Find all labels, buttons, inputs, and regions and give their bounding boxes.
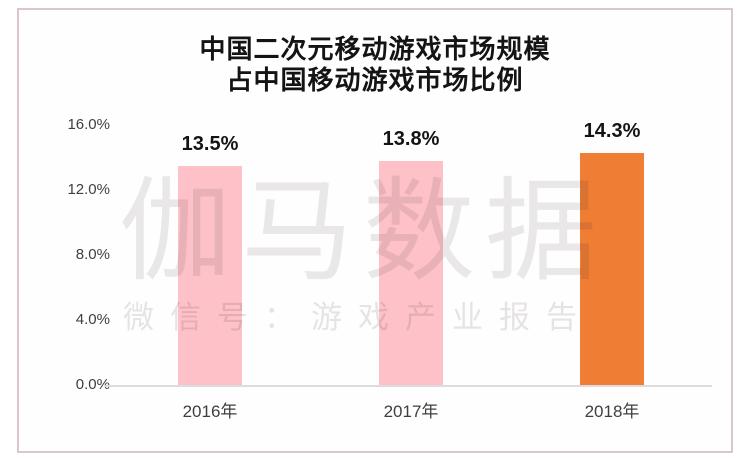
bar-value-label: 13.5% <box>181 133 239 155</box>
chart-title-line-1: 中国二次元移动游戏市场规模 <box>199 34 551 64</box>
chart-title-line-2: 占中国移动游戏市场比例 <box>226 65 524 95</box>
bar <box>580 153 644 385</box>
x-axis-line <box>105 385 712 387</box>
y-tick-label: 16.0% <box>67 116 110 133</box>
y-tick-label: 12.0% <box>67 181 110 198</box>
y-tick-label: 8.0% <box>75 246 110 263</box>
x-category-label: 2016年 <box>182 402 238 421</box>
y-tick-label: 4.0% <box>75 311 110 328</box>
y-tick-label: 0.0% <box>75 376 110 393</box>
bar-value-label: 14.3% <box>583 120 641 142</box>
x-category-label: 2018年 <box>584 402 640 421</box>
bar <box>178 166 242 385</box>
bar <box>379 161 443 385</box>
chart-title: 中国二次元移动游戏市场规模 占中国移动游戏市场比例 <box>19 34 731 96</box>
bar-value-label: 13.8% <box>382 128 440 150</box>
x-category-label: 2017年 <box>383 402 439 421</box>
chart-frame: 中国二次元移动游戏市场规模 占中国移动游戏市场比例 16.0% 12.0% 8.0%… <box>17 8 733 453</box>
